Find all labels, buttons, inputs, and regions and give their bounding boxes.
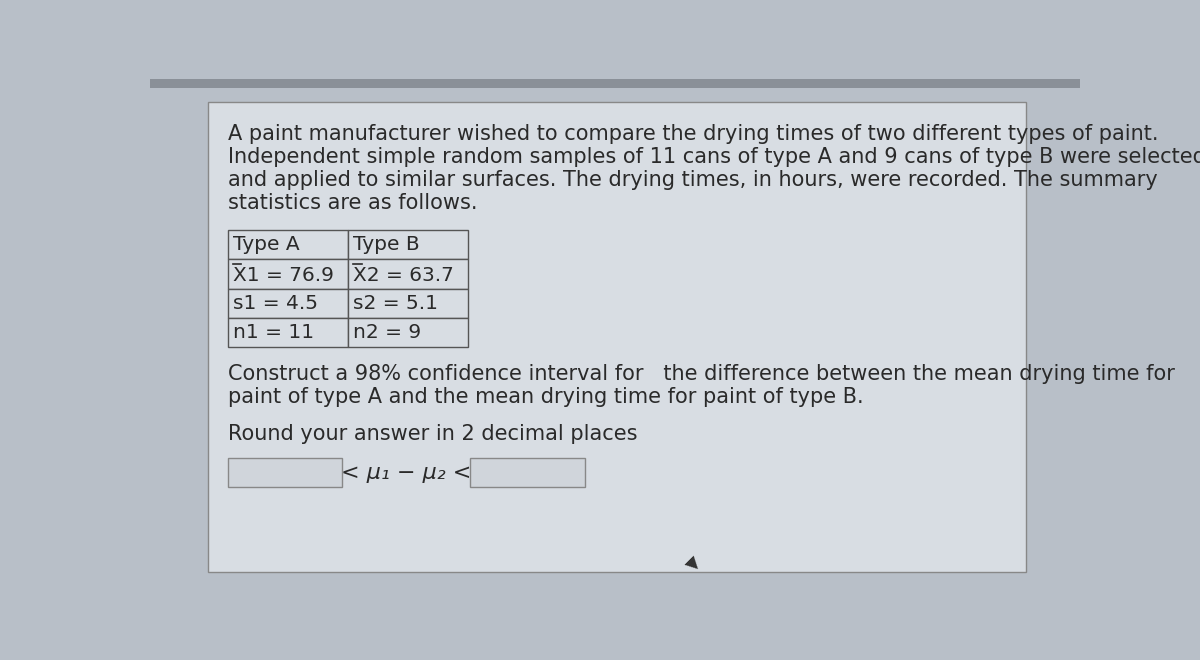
Text: ▶: ▶ [682,554,703,575]
Text: X2 = 63.7: X2 = 63.7 [353,266,454,285]
Text: and applied to similar surfaces. The drying times, in hours, were recorded. The : and applied to similar surfaces. The dry… [228,170,1157,190]
Text: < μ₁ − μ₂ <: < μ₁ − μ₂ < [341,463,472,482]
Text: s1 = 4.5: s1 = 4.5 [233,294,318,313]
Bar [348,259,468,288]
Bar [228,259,348,288]
Text: Type B: Type B [353,235,420,254]
Text: s2 = 5.1: s2 = 5.1 [353,294,438,313]
Text: A paint manufacturer wished to compare the drying times of two different types o: A paint manufacturer wished to compare t… [228,124,1158,144]
Text: Type A: Type A [233,235,300,254]
Text: X1 = 76.9: X1 = 76.9 [233,266,334,285]
Bar [348,288,468,318]
Bar [228,318,348,347]
Bar [348,318,468,347]
Bar [228,230,348,259]
Text: statistics are as follows.: statistics are as follows. [228,193,478,213]
Bar [150,79,1080,88]
Bar [348,230,468,259]
Text: n1 = 11: n1 = 11 [233,323,314,342]
Text: n2 = 9: n2 = 9 [353,323,421,342]
Text: Round your answer in 2 decimal places: Round your answer in 2 decimal places [228,424,637,444]
Text: paint of type A and the mean drying time for paint of type B.: paint of type A and the mean drying time… [228,387,863,407]
Bar [470,458,584,487]
Bar [228,458,342,487]
Text: Independent simple random samples of 11 cans of type A and 9 cans of type B were: Independent simple random samples of 11 … [228,147,1200,167]
Bar [228,288,348,318]
Text: Construct a 98% confidence interval for   the difference between the mean drying: Construct a 98% confidence interval for … [228,364,1175,384]
Bar [208,102,1026,572]
